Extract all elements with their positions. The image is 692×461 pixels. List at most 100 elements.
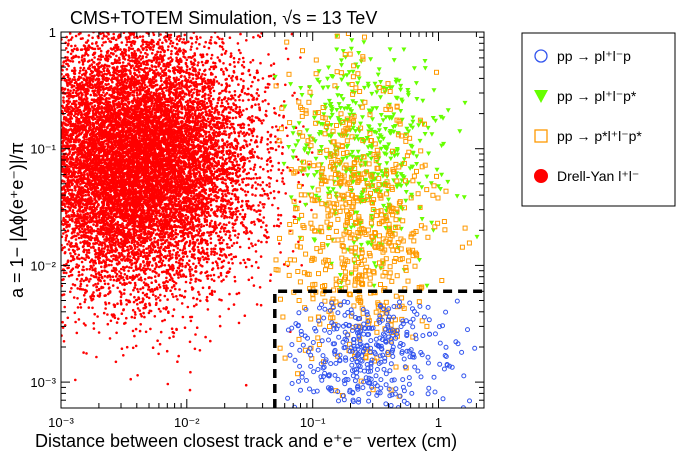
data-point — [239, 51, 242, 55]
data-point — [168, 336, 171, 340]
data-point — [260, 138, 263, 142]
data-point — [224, 78, 227, 81]
data-point — [209, 203, 213, 207]
data-point — [128, 266, 131, 269]
data-point — [213, 290, 216, 293]
data-point — [232, 56, 236, 60]
data-point — [260, 225, 263, 229]
data-point — [209, 38, 212, 42]
data-point — [273, 196, 276, 200]
data-point — [269, 64, 273, 67]
data-point — [170, 286, 174, 289]
data-point — [259, 303, 263, 307]
data-point — [236, 236, 240, 239]
data-point — [192, 229, 196, 232]
data-point — [61, 235, 64, 239]
data-point — [257, 204, 260, 207]
data-point — [82, 265, 85, 269]
data-point — [66, 88, 70, 92]
data-point — [174, 228, 178, 232]
data-point — [266, 86, 270, 89]
data-point — [143, 264, 146, 267]
data-point — [225, 271, 229, 275]
data-point — [82, 322, 86, 325]
data-point — [156, 339, 159, 343]
data-point — [141, 291, 145, 295]
data-point — [73, 47, 76, 51]
data-point — [217, 234, 221, 238]
data-point — [79, 241, 82, 244]
data-point — [228, 126, 232, 130]
data-point — [173, 99, 177, 102]
data-point — [134, 344, 138, 348]
data-point — [96, 315, 99, 318]
data-point — [137, 273, 141, 276]
data-point — [218, 315, 222, 318]
data-point — [121, 61, 125, 64]
data-point — [195, 85, 198, 88]
data-point — [252, 177, 255, 180]
data-point — [76, 306, 80, 309]
data-point — [165, 89, 168, 92]
data-point — [247, 123, 250, 127]
data-point — [278, 114, 281, 117]
data-point — [190, 42, 194, 45]
data-point — [220, 83, 223, 87]
data-point — [70, 232, 74, 235]
data-point — [133, 311, 137, 314]
data-point — [102, 41, 105, 44]
data-point — [73, 69, 77, 72]
data-point — [77, 253, 81, 257]
data-point — [216, 266, 220, 270]
data-point — [224, 182, 227, 186]
data-point — [148, 67, 151, 70]
data-point — [171, 253, 174, 256]
data-point — [228, 246, 231, 249]
data-point — [68, 32, 72, 35]
data-point — [97, 331, 101, 334]
data-point — [138, 301, 142, 304]
data-point — [188, 340, 192, 344]
data-point — [96, 44, 99, 48]
data-point — [237, 232, 240, 236]
data-point — [92, 60, 95, 64]
data-point — [86, 60, 90, 63]
data-point — [196, 245, 200, 249]
data-point — [214, 244, 217, 247]
data-point — [251, 58, 255, 62]
data-point — [251, 184, 254, 187]
data-point — [224, 107, 228, 111]
data-point — [274, 135, 277, 138]
data-point — [153, 223, 156, 227]
data-point — [253, 150, 256, 154]
data-point — [272, 190, 276, 193]
data-point — [132, 300, 136, 304]
data-point — [91, 42, 94, 45]
data-point — [111, 275, 115, 279]
data-point — [178, 39, 181, 42]
data-point — [235, 148, 238, 151]
data-point — [163, 36, 166, 39]
data-point — [238, 98, 241, 102]
data-point — [186, 305, 190, 309]
data-point — [65, 35, 68, 39]
data-point — [122, 268, 125, 271]
data-point — [150, 276, 153, 280]
data-point — [171, 314, 175, 318]
data-point — [242, 109, 245, 112]
data-point — [78, 60, 81, 64]
data-point — [216, 56, 220, 59]
data-point — [155, 68, 158, 72]
data-point — [197, 213, 200, 217]
data-point — [280, 171, 283, 175]
data-point — [258, 286, 262, 289]
data-point — [233, 131, 237, 135]
data-point — [252, 284, 256, 287]
data-point — [187, 85, 191, 89]
data-point — [207, 93, 210, 97]
data-point — [76, 48, 79, 52]
data-point — [250, 84, 253, 88]
data-point — [89, 123, 92, 126]
data-point — [81, 273, 84, 276]
data-point — [167, 65, 170, 69]
